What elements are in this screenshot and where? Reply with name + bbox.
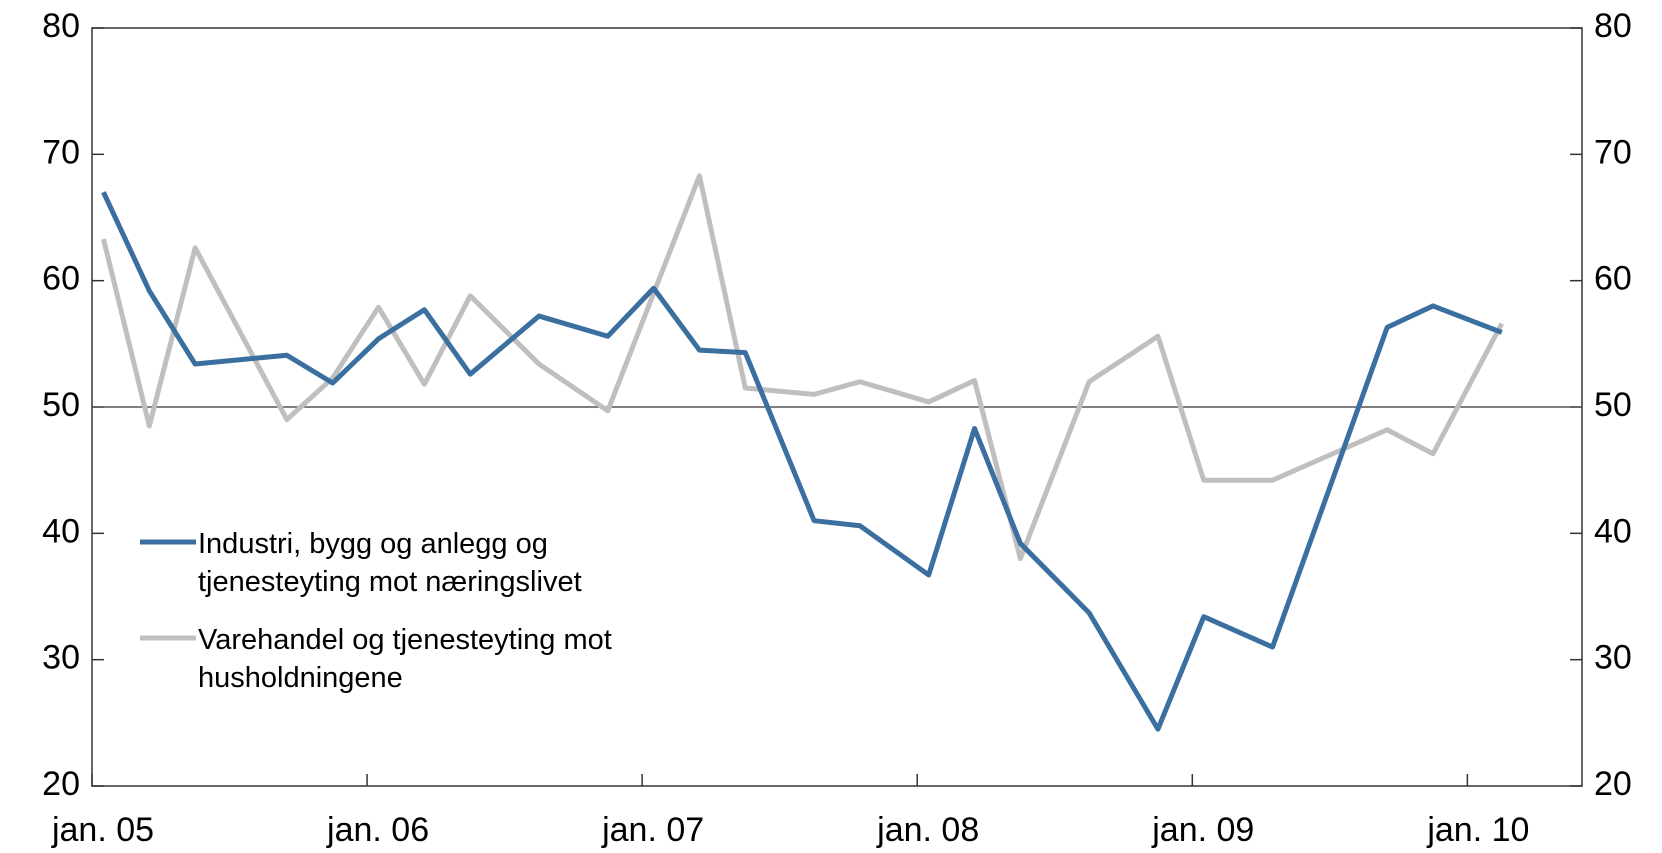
y-tick-label: 50: [42, 386, 80, 424]
x-tick-label: jan. 06: [326, 811, 429, 849]
y-tick-label: 60: [42, 260, 80, 298]
series-line: [101, 191, 1503, 732]
series-line: [101, 173, 1504, 562]
y2-tick-label: 40: [1594, 512, 1632, 550]
legend-label: Varehandel og tjenesteyting mot husholdn…: [198, 624, 612, 694]
y2-tick-label: 50: [1594, 386, 1632, 424]
x-tick-label: jan. 08: [876, 811, 979, 849]
legend-label: Industri, bygg og anlegg og tjenesteytin…: [198, 528, 582, 598]
x-tick-label: jan. 07: [601, 811, 704, 849]
y-tick-label: 80: [42, 7, 80, 45]
y-tick-label: 20: [42, 765, 80, 803]
y2-tick-label: 60: [1594, 260, 1632, 298]
x-tick-label: jan. 10: [1426, 811, 1529, 849]
y2-tick-label: 20: [1594, 765, 1632, 803]
x-tick-label: jan. 09: [1151, 811, 1254, 849]
y2-tick-label: 80: [1594, 7, 1632, 45]
y2-tick-label: 70: [1594, 133, 1632, 171]
y2-tick-label: 30: [1594, 639, 1632, 677]
y-tick-label: 70: [42, 133, 80, 171]
x-tick-label: jan. 05: [51, 811, 154, 849]
y-tick-label: 30: [42, 639, 80, 677]
y-tick-label: 40: [42, 512, 80, 550]
